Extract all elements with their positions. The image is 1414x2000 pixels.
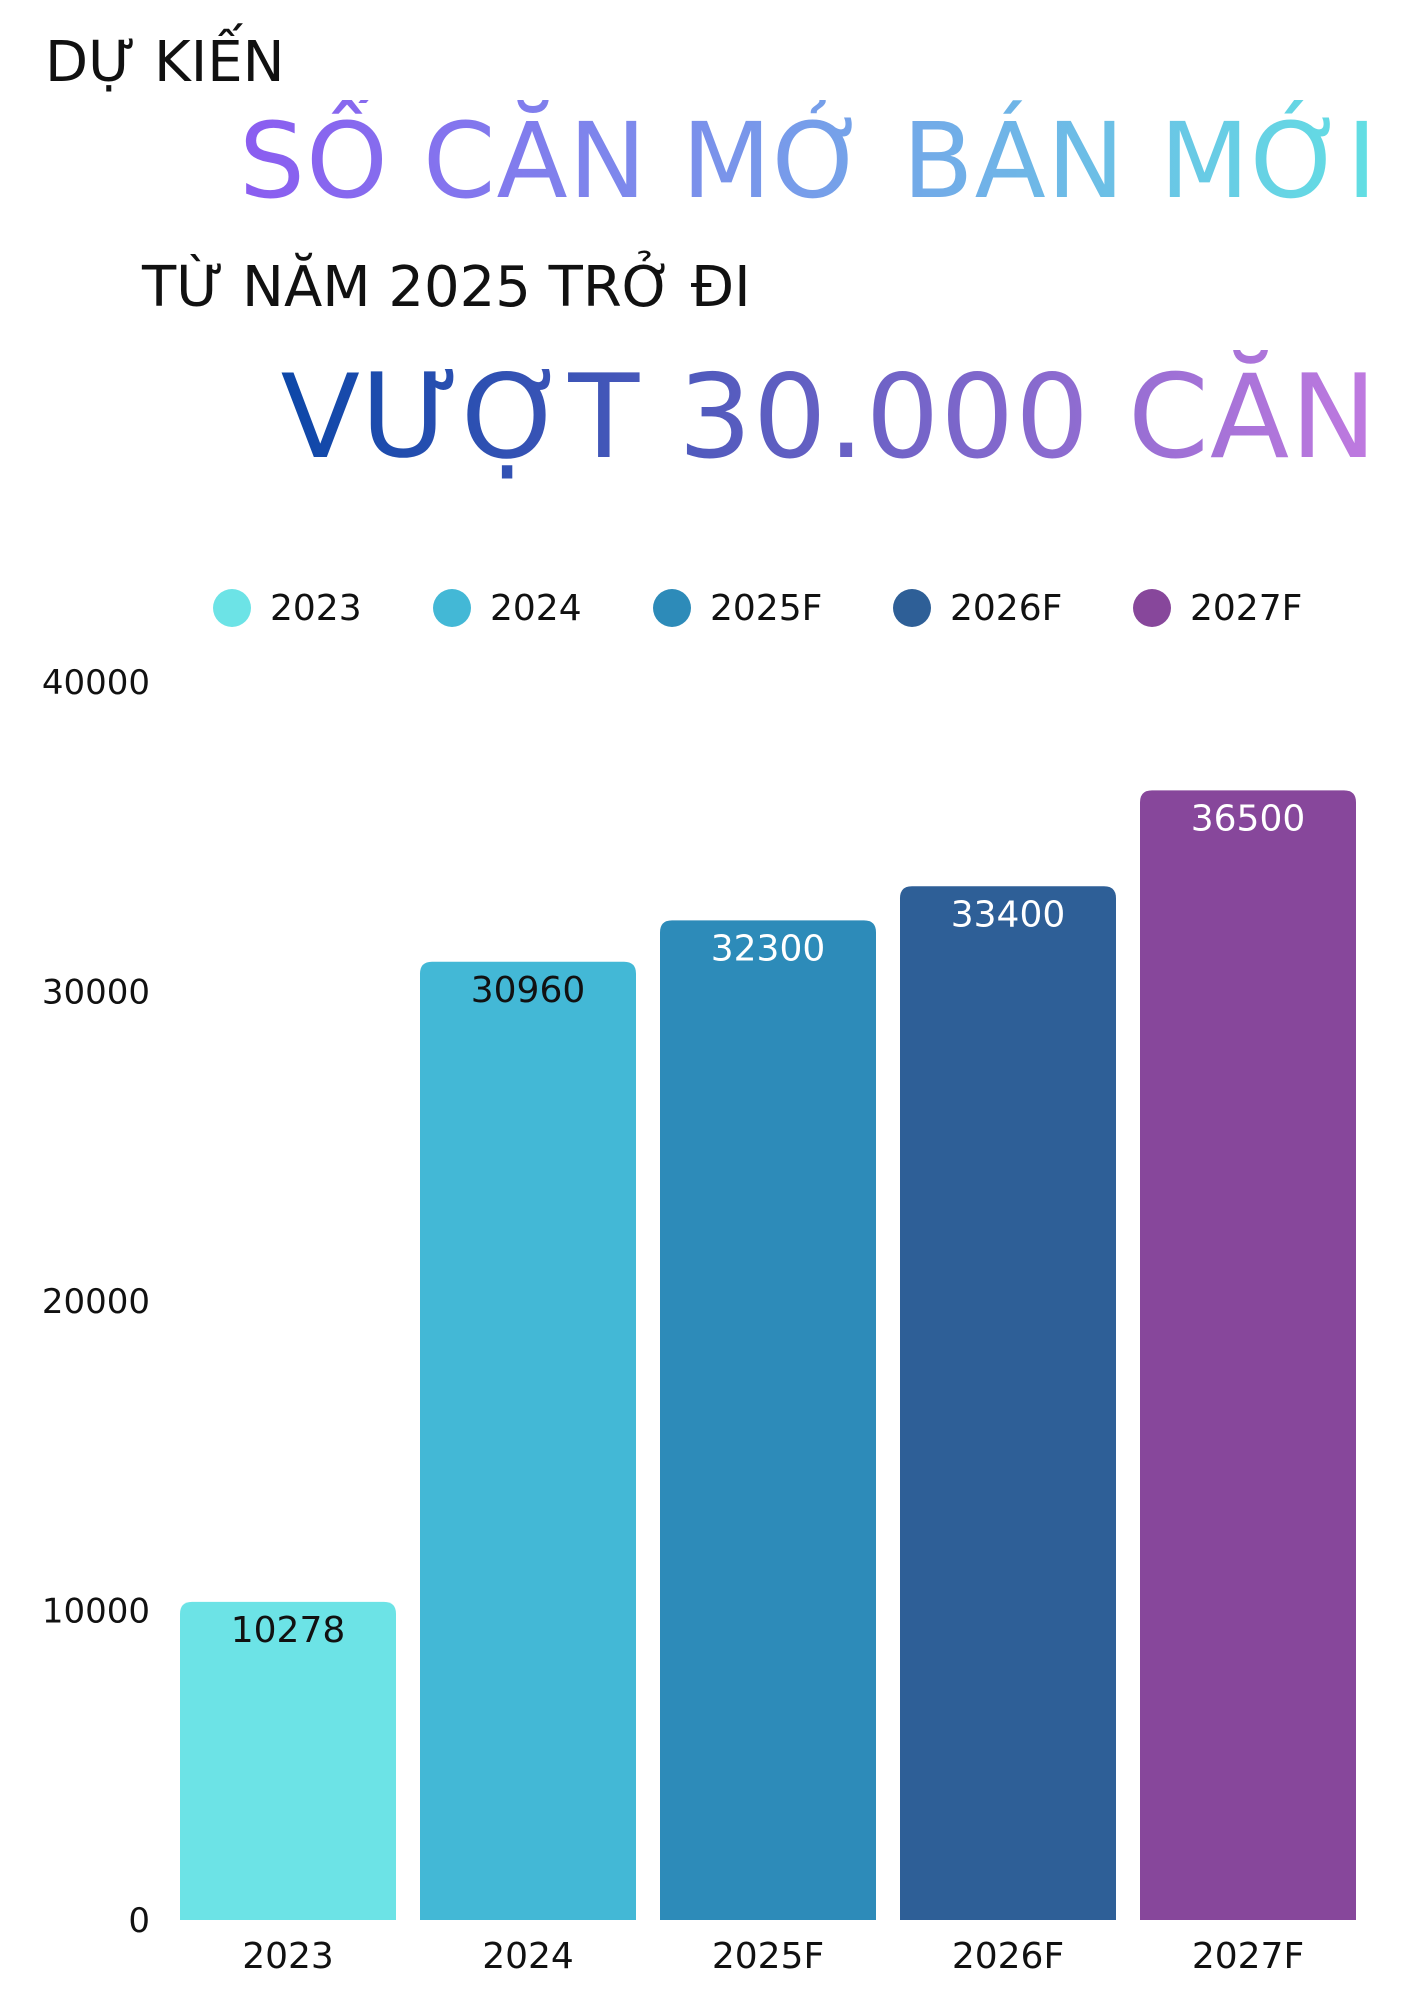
y-tick-label: 30000: [42, 973, 150, 1013]
bar-chart: 0 10000 20000 30000 40000 2023 2024 2025F 2026F 2…: [42, 588, 1356, 1977]
bar: [660, 920, 876, 1920]
x-tick-label: 2023: [242, 1936, 334, 1977]
bar-value-label: 33400: [951, 894, 1066, 935]
legend-marker: [213, 589, 251, 627]
headline-line-2: SỐ CĂN MỞ BÁN MỚI: [238, 100, 1378, 222]
legend-marker: [433, 589, 471, 627]
y-tick-label: 40000: [42, 663, 150, 703]
y-tick-label: 0: [128, 1901, 150, 1941]
legend-marker: [653, 589, 691, 627]
bar: [1140, 790, 1356, 1921]
y-tick-label: 20000: [42, 1282, 150, 1322]
headline-line-3: TỪ NĂM 2025 TRỞ ĐI: [142, 255, 751, 320]
legend-label: 2026F: [950, 588, 1062, 629]
y-tick-label: 10000: [42, 1592, 150, 1632]
bar-value-label: 32300: [711, 928, 826, 969]
legend-marker: [893, 589, 931, 627]
bar: [900, 886, 1116, 1920]
bar-value-label: 10278: [231, 1610, 346, 1651]
legend-marker: [1133, 589, 1171, 627]
bar-value-label: 36500: [1191, 798, 1306, 839]
x-tick-label: 2027F: [1192, 1936, 1304, 1977]
bar-value-label: 30960: [471, 970, 586, 1011]
legend-label: 2025F: [710, 588, 822, 629]
legend-label: 2027F: [1190, 588, 1302, 629]
legend-label: 2024: [490, 588, 582, 629]
headline-line-1: DỰ KIẾN: [45, 30, 285, 95]
bar: [180, 1601, 396, 1920]
x-tick-label: 2026F: [952, 1936, 1064, 1977]
headline-line-4: VƯỢT 30.000 CĂN: [280, 350, 1378, 485]
legend-label: 2023: [270, 588, 362, 629]
x-tick-label: 2024: [482, 1936, 574, 1977]
bar: [420, 961, 636, 1920]
x-tick-label: 2025F: [712, 1936, 824, 1977]
